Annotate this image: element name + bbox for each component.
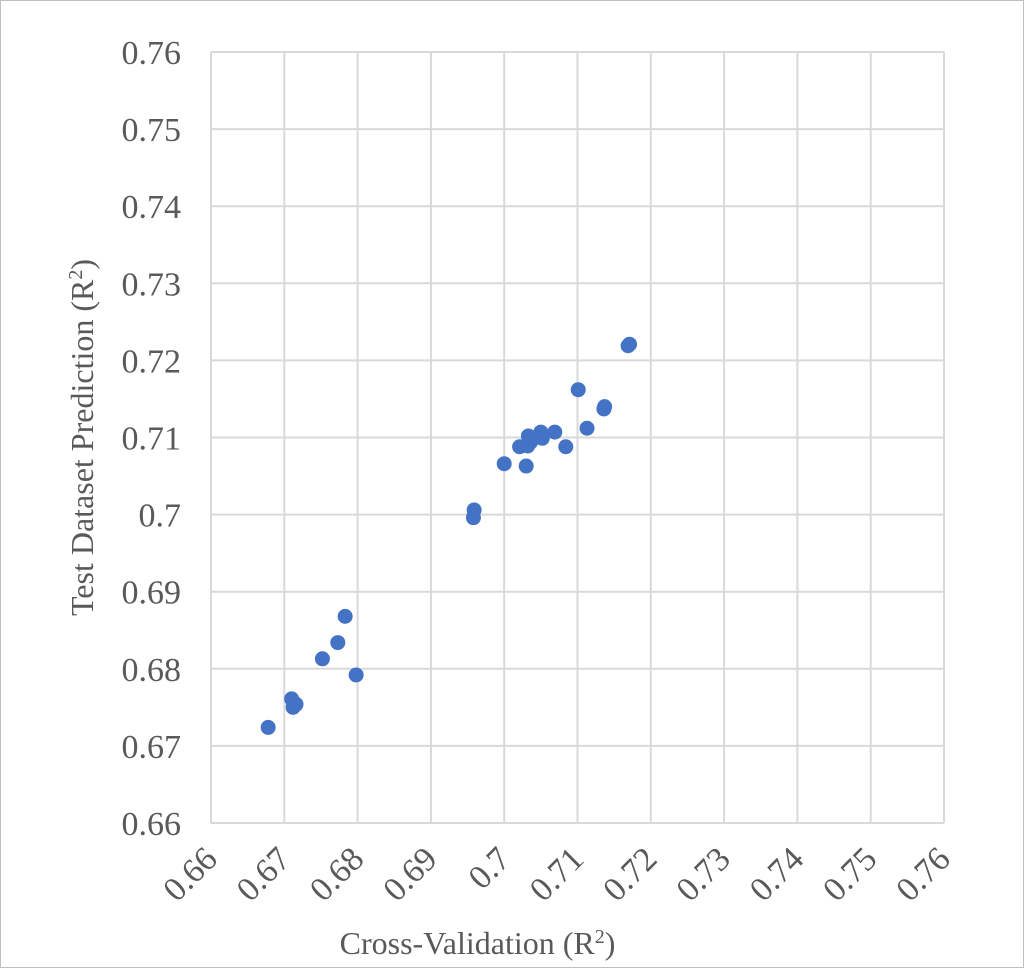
x-tick-label: 0.66 — [156, 840, 224, 908]
x-tick-label: 0.75 — [816, 840, 884, 908]
data-point — [288, 696, 304, 712]
x-tick-label: 0.69 — [376, 840, 444, 908]
x-tick-label: 0.7 — [462, 840, 518, 896]
x-tick-label: 0.71 — [523, 840, 591, 908]
y-tick-label: 0.73 — [122, 266, 182, 303]
y-tick-label: 0.74 — [122, 189, 182, 226]
x-tick-label: 0.74 — [743, 840, 811, 908]
data-point — [579, 420, 595, 436]
data-point — [518, 458, 534, 474]
data-point — [534, 430, 550, 446]
y-tick-label: 0.76 — [122, 35, 182, 72]
x-tick-label: 0.67 — [230, 840, 298, 908]
data-point — [260, 719, 276, 735]
data-point — [523, 434, 539, 450]
y-tick-label: 0.7 — [139, 498, 182, 535]
x-tick-label: 0.76 — [889, 840, 957, 908]
data-point — [337, 608, 353, 624]
data-point — [348, 667, 364, 683]
x-tick-label: 0.72 — [596, 840, 664, 908]
y-axis-title: Test Dataset Prediction (R2) — [64, 259, 100, 616]
y-tick-label: 0.68 — [122, 652, 182, 689]
y-tick-label: 0.67 — [122, 729, 182, 766]
data-point — [558, 439, 574, 455]
x-axis-title: Cross-Validation (R2) — [340, 925, 616, 961]
y-tick-label: 0.75 — [122, 112, 182, 149]
x-tick-label: 0.68 — [303, 840, 371, 908]
data-point — [314, 651, 330, 667]
data-point — [597, 399, 613, 415]
y-tick-label: 0.66 — [122, 806, 182, 843]
data-point — [496, 456, 512, 472]
y-tick-label: 0.71 — [122, 421, 182, 458]
data-point — [622, 336, 638, 352]
data-point — [466, 502, 482, 518]
data-point — [547, 424, 563, 440]
y-tick-label: 0.72 — [122, 343, 182, 380]
data-point — [330, 635, 346, 651]
data-point — [570, 382, 586, 398]
y-tick-label: 0.69 — [122, 575, 182, 612]
x-tick-label: 0.73 — [670, 840, 738, 908]
